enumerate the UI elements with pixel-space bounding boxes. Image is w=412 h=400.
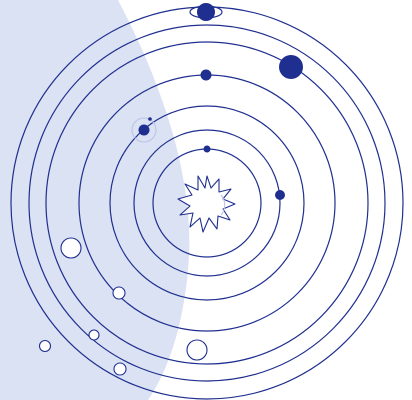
asteroid-3 — [88, 329, 100, 341]
ringed-planet-icon — [189, 3, 223, 21]
planet-5 — [279, 55, 303, 79]
planet-4 — [200, 69, 212, 81]
planet-2 — [275, 190, 285, 200]
orbit-group — [10, 6, 404, 400]
planet-1 — [203, 145, 211, 153]
asteroid-5 — [113, 362, 127, 376]
asteroid-group — [38, 237, 208, 376]
orbit-3 — [109, 105, 305, 301]
moon-icon — [148, 117, 152, 121]
shadow-region — [0, 0, 190, 400]
orbit-2 — [133, 129, 281, 277]
asteroid-4 — [38, 339, 52, 353]
orbit-6 — [28, 24, 386, 382]
planet-3-earth-icon — [131, 117, 157, 143]
sun-icon — [177, 175, 236, 233]
asteroid-6 — [186, 339, 208, 361]
asteroid-2 — [112, 286, 126, 300]
orbit-5 — [45, 41, 369, 365]
asteroid-1 — [60, 237, 82, 259]
